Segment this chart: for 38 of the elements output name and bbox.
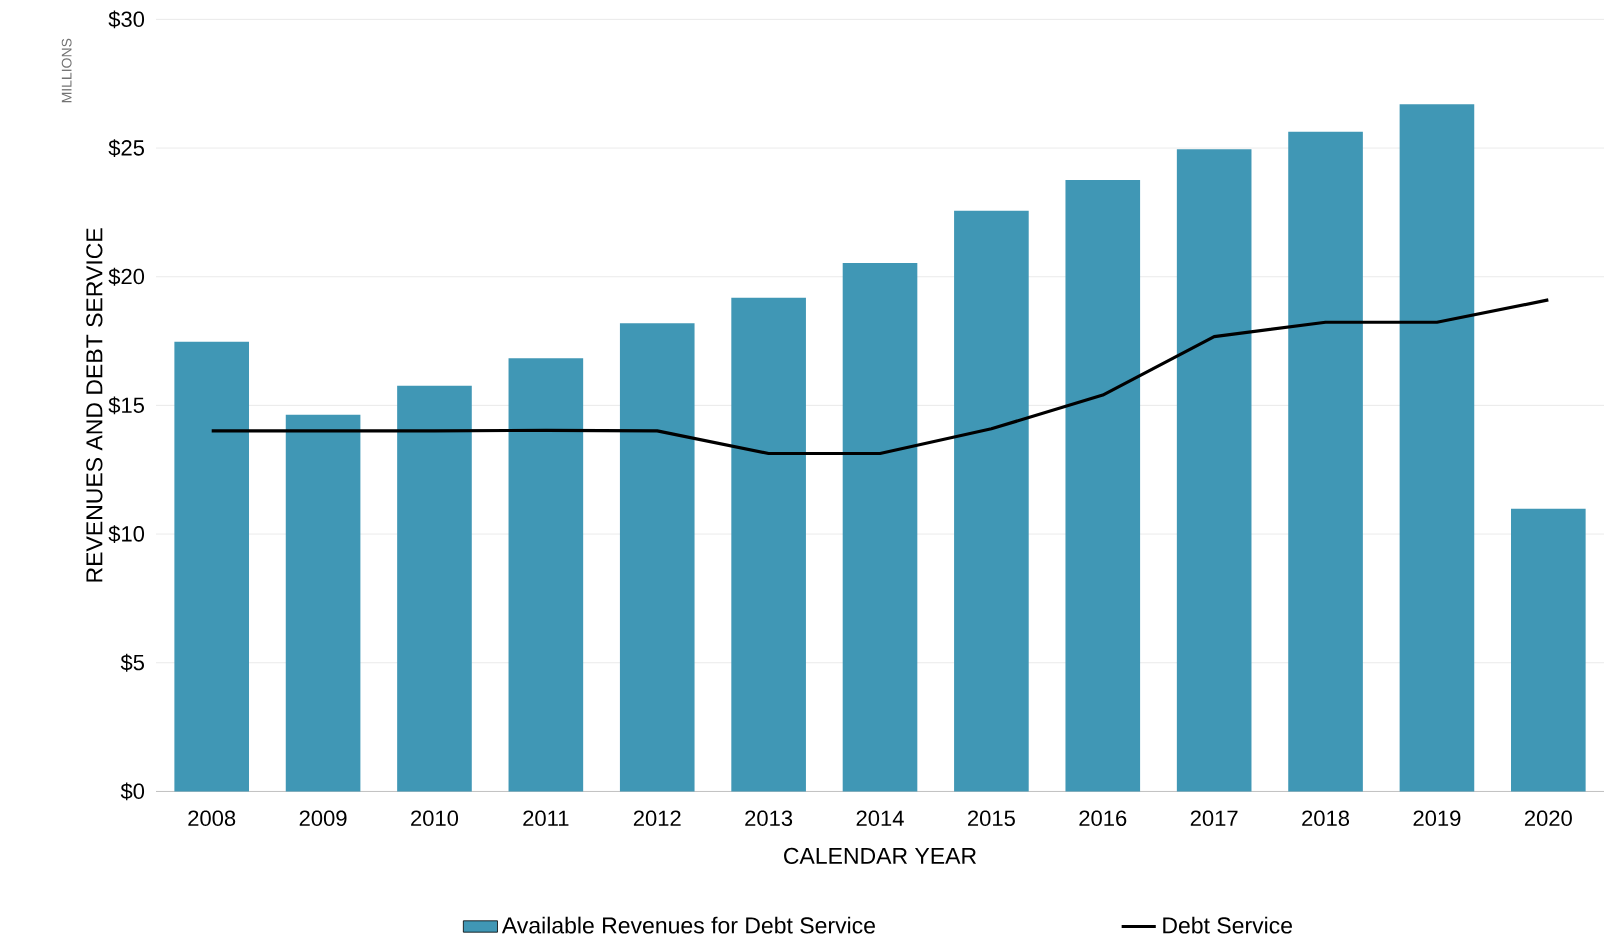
y-axis-title: REVENUES AND DEBT SERVICE [86,228,103,582]
text: MILLIONS [61,38,72,103]
x-tick-label: 2017 [1190,810,1238,827]
y-tick-label: $0 [120,782,145,801]
legend-label: Available Revenues for Debt Service [501,916,875,934]
x-tick-label: 2014 [856,810,904,827]
y-tick-label: $30 [108,10,145,29]
x-tick-label: 2008 [188,810,236,827]
x-tick-label: 2012 [633,810,681,827]
x-tick-label: 2019 [1413,810,1461,827]
bar [731,297,806,792]
bar [954,210,1029,792]
bar [842,263,918,792]
x-tick-label: 2015 [968,810,1015,827]
y-tick-label: $10 [108,525,145,543]
y-tick-label: $20 [108,267,145,286]
bar [508,358,584,792]
x-tick-label: 2013 [745,810,793,827]
y-tick-label: $5 [120,653,144,672]
x-tick-label: 2016 [1079,810,1127,827]
bar [619,323,695,792]
x-axis-title: CALENDAR YEAR [784,847,977,865]
x-tick-label: 2018 [1302,810,1350,827]
bar [1288,131,1363,792]
bar [285,414,361,792]
bar [1511,508,1586,792]
x-tick-label: 2009 [299,810,347,827]
bar [174,341,250,792]
bar [1176,149,1252,792]
bar [1065,179,1141,792]
y-tick-label: $15 [108,396,144,415]
x-tick-label: 2010 [411,810,459,827]
x-tick-label: 2020 [1524,810,1572,827]
bar [397,385,472,792]
y-tick-label: $25 [108,139,144,157]
x-tick-label: 2011 [523,810,569,827]
legend-label: Debt Service [1163,916,1292,934]
bar [1399,104,1475,792]
